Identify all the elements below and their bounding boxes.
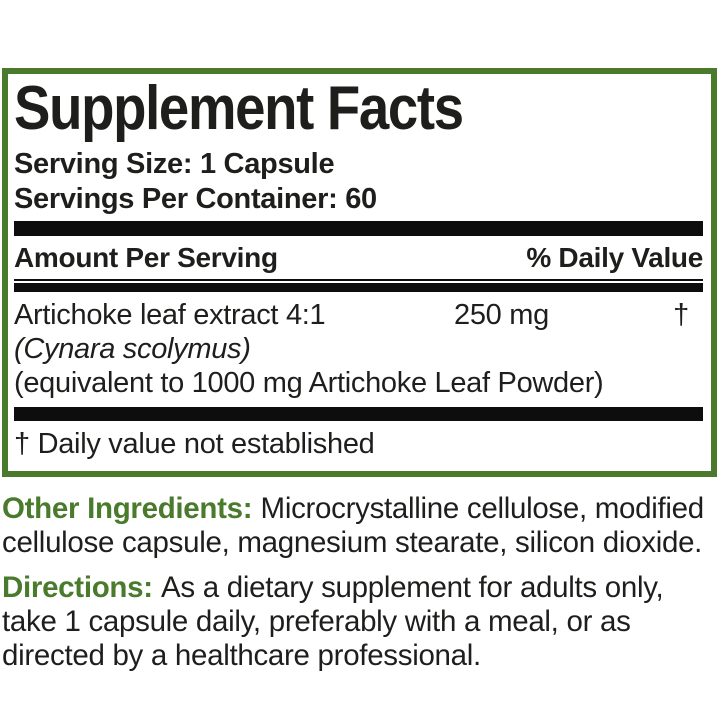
- header-separator: [14, 279, 703, 292]
- daily-value-footnote: † Daily value not established: [14, 428, 375, 460]
- header-separator-bar: [14, 283, 703, 292]
- serving-size: Serving Size: 1 Capsule: [14, 148, 335, 180]
- nutrient-latin-name: (Cynara scolymus): [14, 333, 251, 365]
- amount-per-serving-header: Amount Per Serving: [14, 242, 278, 273]
- nutrient-block: Artichoke leaf extract 4:1 250 mg † (Cyn…: [14, 298, 703, 400]
- nutrient-equivalent: (equivalent to 1000 mg Artichoke Leaf Po…: [14, 367, 604, 399]
- other-ingredients-paragraph: Other Ingredients: Microcrystalline cellu…: [2, 492, 716, 560]
- nutrient-name: Artichoke leaf extract 4:1: [14, 299, 326, 331]
- servings-per-container: Servings Per Container: 60: [14, 183, 377, 215]
- directions-text: As a dietary supplement for adults only,…: [2, 571, 664, 672]
- nutrient-amount: 250 mg: [454, 299, 549, 331]
- thick-separator-top: [14, 221, 703, 236]
- label-body-text: Other Ingredients: Microcrystalline cellu…: [2, 492, 716, 673]
- other-ingredients-text: Microcrystalline cellulose, modified cel…: [2, 492, 704, 559]
- nutrient-row: Artichoke leaf extract 4:1 250 mg †: [14, 298, 703, 332]
- daily-value-header: % Daily Value: [526, 242, 703, 273]
- panel-header-row: Amount Per Serving % Daily Value: [14, 236, 703, 279]
- directions-paragraph: Directions: As a dietary supplement for a…: [2, 571, 716, 673]
- other-ingredients-label: Other Ingredients:: [2, 492, 253, 525]
- nutrient-dv-dagger: †: [673, 299, 689, 331]
- thick-separator-bottom: [14, 407, 703, 421]
- supplement-facts-panel: Supplement Facts Serving Size: 1 Capsule…: [2, 68, 717, 477]
- panel-title: Supplement Facts: [14, 74, 464, 143]
- directions-label: Directions:: [2, 571, 153, 604]
